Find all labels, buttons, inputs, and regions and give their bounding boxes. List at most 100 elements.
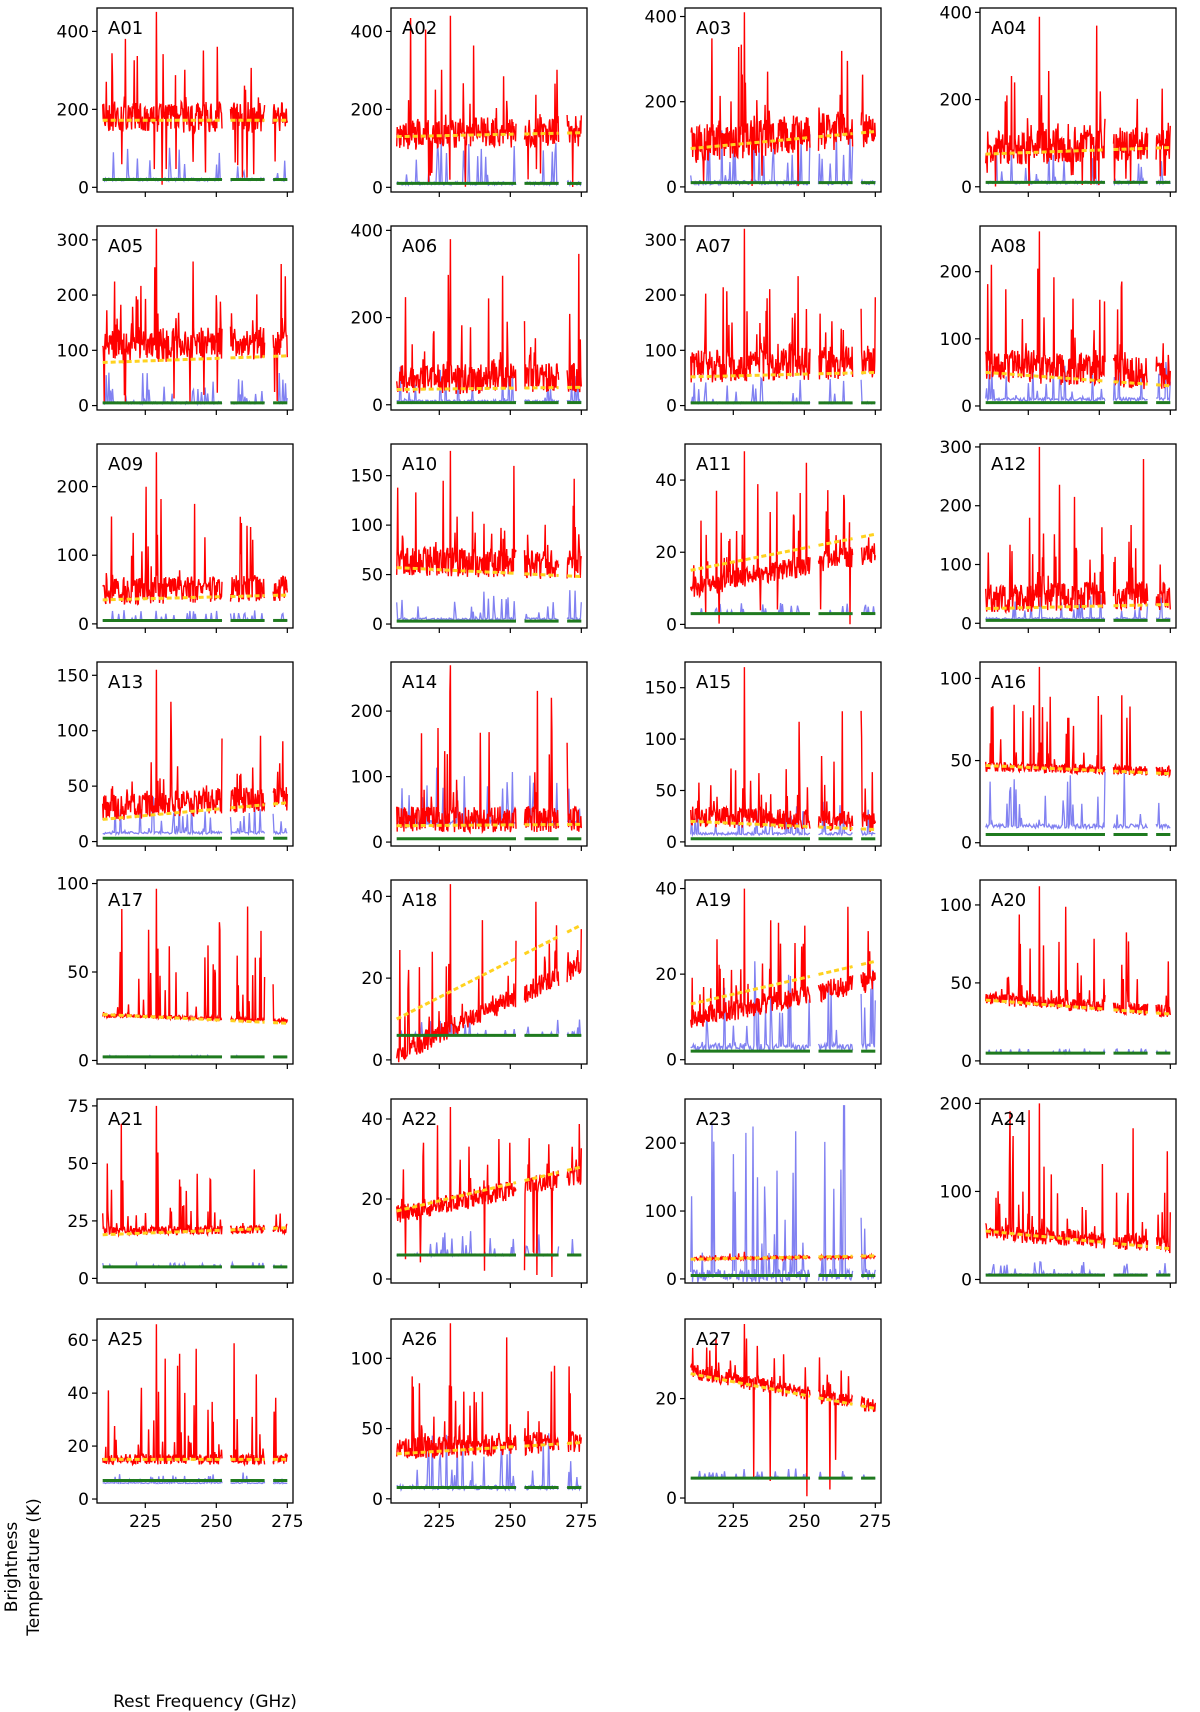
- y-tick-label: 0: [666, 1270, 677, 1290]
- continuum-fit: [523, 935, 560, 956]
- panel-label: A02: [402, 18, 437, 39]
- x-tick-label: 225: [129, 1512, 161, 1532]
- y-tick-label: 0: [78, 1051, 89, 1071]
- y-tick-label: 0: [372, 833, 383, 853]
- spectrum-line: [690, 451, 876, 625]
- continuum-fit: [1113, 769, 1148, 775]
- y-tick-label: 200: [57, 478, 89, 498]
- panel-a09: 0 100 200 A09: [57, 443, 294, 635]
- spectrum-line: [396, 239, 582, 395]
- panel-a05: 0 100 200 300 A05: [57, 225, 294, 417]
- continuum-fit: [818, 537, 853, 547]
- axes-frame: [684, 661, 882, 847]
- panel-label: A22: [402, 1109, 437, 1130]
- y-tick-label: 50: [950, 974, 972, 994]
- y-tick-label: 0: [666, 615, 677, 635]
- panel-a03: 0 200 400 A03: [645, 7, 882, 198]
- continuum-fit: [985, 764, 1106, 773]
- plot-area: [102, 228, 288, 407]
- continuum-fit: [1113, 146, 1148, 152]
- plot-area: [985, 16, 1171, 187]
- plot-area: [396, 1106, 582, 1278]
- y-tick-label: 20: [655, 543, 677, 563]
- y-tick-label: 50: [361, 1420, 383, 1440]
- panel-label: A01: [108, 18, 143, 39]
- plot-area: [985, 446, 1171, 622]
- y-tick-label: 0: [78, 397, 89, 417]
- y-tick-label: 0: [78, 1490, 89, 1510]
- y-tick-label: 100: [645, 341, 677, 361]
- secondary-spectrum: [690, 801, 876, 838]
- plot-area: [985, 231, 1171, 405]
- axes-frame: [979, 661, 1177, 847]
- panel-label: A24: [991, 1109, 1026, 1130]
- continuum-fit: [273, 354, 288, 358]
- continuum-fit: [690, 1372, 811, 1398]
- panel-a22: 0 20 40 A22: [361, 1098, 588, 1290]
- y-tick-label: 100: [57, 875, 89, 895]
- y-tick-label: 400: [940, 3, 972, 23]
- x-tick-label: 275: [565, 1512, 597, 1532]
- y-tick-label: 40: [655, 471, 677, 491]
- spectrum-line: [396, 15, 582, 188]
- continuum-fit: [985, 998, 1106, 1011]
- spectrum-line: [102, 452, 288, 606]
- plot-area: [102, 669, 288, 840]
- y-tick-label: 0: [961, 614, 972, 634]
- panel-label: A23: [696, 1109, 731, 1130]
- y-tick-label: 0: [666, 178, 677, 198]
- continuum-fit: [273, 1021, 288, 1025]
- panel-a14: 0 100 200 A14: [351, 661, 588, 853]
- y-tick-label: 0: [961, 834, 972, 854]
- panel-a25: 0 20 40 60 225 250 275 A25: [67, 1318, 304, 1532]
- panel-a15: 0 50 100 150 A15: [645, 661, 882, 853]
- continuum-fit: [818, 825, 853, 831]
- axes-frame: [979, 225, 1177, 411]
- plot-area: [396, 665, 582, 841]
- continuum-fit: [818, 1254, 853, 1259]
- panel-label: A19: [696, 890, 731, 911]
- continuum-fit: [985, 1229, 1106, 1244]
- panel-a07: 0 100 200 300 A07: [645, 225, 882, 417]
- y-tick-label: 100: [57, 546, 89, 566]
- y-tick-label: 200: [351, 100, 383, 120]
- axes-frame: [390, 1098, 588, 1284]
- continuum-fit: [1113, 1008, 1148, 1014]
- y-tick-label: 100: [940, 556, 972, 576]
- y-tick-label: 400: [351, 221, 383, 241]
- spectrum-line: [985, 16, 1171, 187]
- continuum-fit: [860, 532, 876, 539]
- continuum-fit: [396, 132, 517, 139]
- secondary-spectrum: [102, 372, 288, 407]
- plot-area: [690, 1105, 876, 1283]
- continuum-fit: [985, 370, 1106, 383]
- panel-a04: 0 200 400 A04: [940, 3, 1177, 198]
- y-tick-label: 0: [961, 1270, 972, 1290]
- plot-area: [690, 667, 876, 841]
- continuum-fit: [272, 801, 288, 806]
- plot-area: [102, 1105, 288, 1269]
- x-tick-label: 275: [271, 1512, 303, 1532]
- axes-frame: [684, 1318, 882, 1504]
- y-tick-label: 100: [57, 341, 89, 361]
- panel-label: A21: [108, 1109, 143, 1130]
- y-tick-label: 100: [351, 768, 383, 788]
- continuum-fit: [230, 803, 265, 810]
- continuum-fit: [396, 386, 517, 392]
- panel-a02: 0 200 400 A02: [351, 7, 588, 198]
- secondary-spectrum: [985, 1261, 1171, 1277]
- continuum-fit: [524, 1170, 559, 1182]
- x-tick-label: 275: [859, 1512, 891, 1532]
- plot-area: [396, 15, 582, 188]
- y-tick-label: 0: [372, 178, 383, 198]
- panel-a27: 0 20 225 250 275 A27: [655, 1318, 892, 1532]
- panel-a26: 0 50 100 225 250 275 A26: [351, 1318, 598, 1532]
- y-tick-label: 200: [940, 497, 972, 517]
- panel-label: A06: [402, 236, 437, 257]
- y-tick-label: 0: [78, 1269, 89, 1289]
- continuum-fit: [818, 132, 853, 139]
- continuum-fit: [860, 959, 876, 967]
- panel-label: A27: [696, 1329, 731, 1350]
- panel-label: A13: [108, 672, 143, 693]
